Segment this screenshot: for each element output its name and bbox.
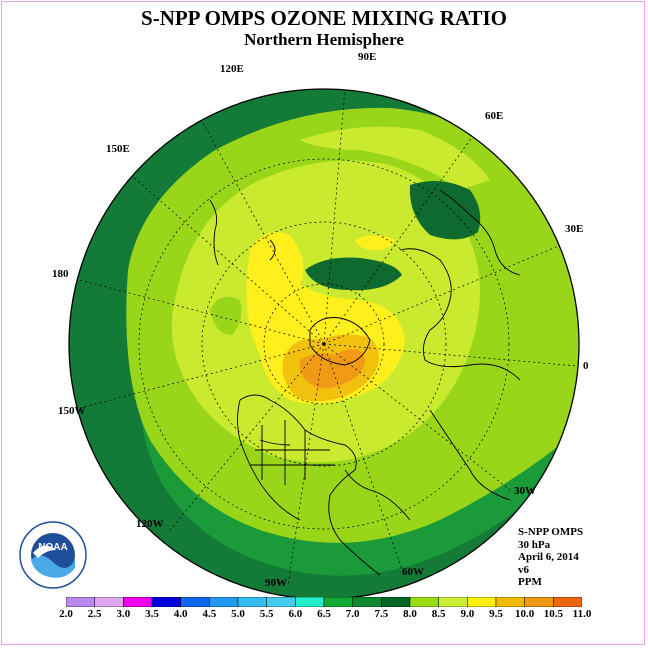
ozone-low-central-asia [409,181,481,240]
colorbar-tick-label: 5.0 [231,608,245,620]
colorbar-swatch [381,597,411,607]
colorbar-tick-label: 2.0 [59,608,73,620]
colorbar-tick-label: 11.0 [572,608,592,620]
colorbar-swatch [66,597,95,607]
colorbar-swatch [495,597,525,607]
colorbar-tick-label: 4.5 [202,608,217,620]
colorbar-swatch [123,597,153,607]
lon-label-30w: 30W [514,485,536,497]
colorbar-swatch [151,597,181,607]
colorbar-tick-label: 9.5 [489,608,503,620]
colorbar-tick-label: 5.5 [259,608,274,620]
colorbar-tick-label: 4.0 [173,608,188,620]
colorbar-tick-label: 7.0 [345,608,360,620]
colorbar-tick-label: 9.0 [460,608,475,620]
figure-subtitle: Northern Hemisphere [244,30,404,49]
lon-label-90w: 90W [265,577,287,589]
colorbar-tick-label: 3.0 [116,608,131,620]
colorbar-swatch [524,597,554,607]
colorbar-tick-label: 8.5 [431,608,446,620]
colorbar-tick-label: 6.5 [317,608,331,620]
colorbar-tick-label: 2.5 [87,608,102,620]
graticule [71,89,578,586]
colorbar [66,597,582,607]
colorbar-swatch [323,597,353,607]
lon-label-60w: 60W [402,566,424,578]
colorbar-swatch [438,597,468,607]
colorbar-swatch [409,597,439,607]
colorbar-swatch [237,597,267,607]
instrument-text: S-NPP OMPS [518,526,584,538]
lon-label-180: 180 [52,268,69,280]
colorbar-swatch [94,597,124,607]
figure-title: S-NPP OMPS OZONE MIXING RATIO [141,6,507,30]
lon-label-30e: 30E [565,223,584,235]
lon-label-150e: 150E [106,143,130,155]
version-text: v6 [518,563,529,576]
colorbar-tick-label: 10.0 [515,608,535,620]
lon-label-60e: 60E [485,110,504,122]
lon-label-0: 0 [583,360,589,372]
ozone-band-yellow-green-2 [300,126,490,190]
ozone-band-yellow-small [355,235,395,251]
colorbar-swatch [352,597,382,607]
ozone-low-siberia [305,257,402,291]
colorbar-swatch [467,597,497,607]
colorbar-swatch [266,597,296,607]
date-text: April 6, 2014 [518,551,579,563]
lon-label-120w: 120W [136,518,164,530]
colorbar-tick-label: 3.5 [145,608,159,620]
units-text: PPM [518,576,542,588]
noaa-logo-icon: NOAA [19,521,87,589]
pressure-level-text: 30 hPa [518,538,551,551]
colorbar-tick-label: 8.0 [403,608,417,620]
ozone-band-green-pacific [210,296,242,335]
lon-label-90e: 90E [358,51,377,63]
colorbar-swatch [295,597,325,607]
colorbar-swatch [180,597,210,607]
colorbar-tick-label: 6.0 [288,608,303,620]
colorbar-swatch [553,597,582,607]
logo-text: NOAA [38,542,67,553]
lon-label-120e: 120E [220,63,244,75]
colorbar-tick-label: 10.5 [543,608,563,620]
lon-label-150w: 150W [58,405,86,417]
colorbar-swatch [209,597,239,607]
colorbar-tick-label: 7.5 [374,608,389,620]
coastlines [209,189,521,576]
product-info-block: S-NPP OMPS 30 hPa April 6, 2014 v6 PPM [518,526,583,589]
